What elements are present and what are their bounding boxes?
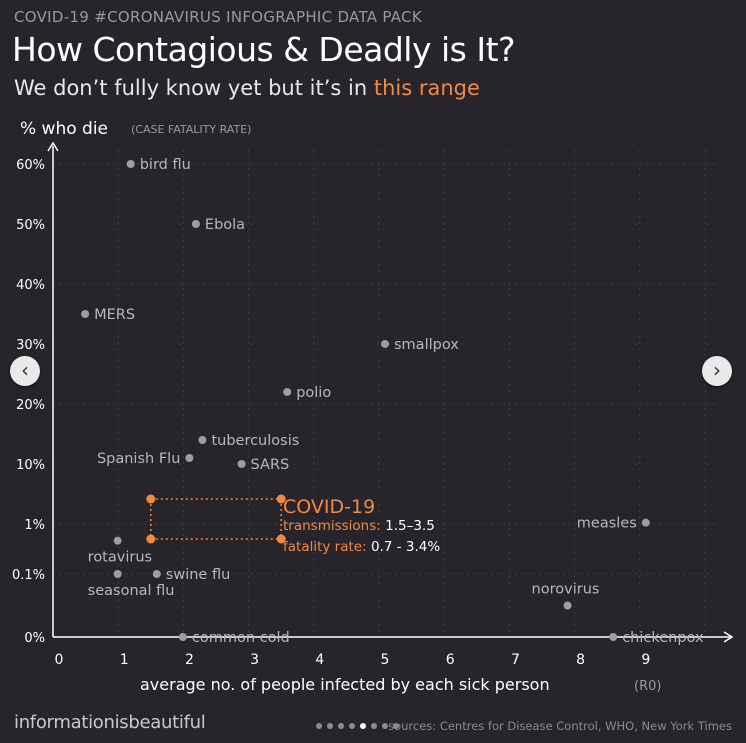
covid-label: COVID-19 <box>283 496 375 518</box>
x-axis-arrow <box>723 631 734 643</box>
data-points: bird flu Ebola MERS smallpox polio tuberculos… <box>81 157 704 646</box>
data-label: chickenpox <box>622 630 704 646</box>
data-point <box>609 633 618 641</box>
page-indicator[interactable] <box>316 723 399 729</box>
data-point <box>198 436 207 444</box>
data-point <box>126 160 135 168</box>
data-point <box>81 310 90 318</box>
page-dot[interactable] <box>393 723 399 729</box>
y-tick-labels: 0% 0.1% 1% 10% 20% 30% 40% 50% 60% <box>12 158 45 646</box>
page-dot[interactable] <box>371 723 377 729</box>
y-tick-label: 1% <box>24 518 45 533</box>
y-tick-label: 10% <box>16 458 45 473</box>
data-label: measles <box>577 516 637 532</box>
data-label: swine flu <box>166 567 231 583</box>
covid-fatality-rate: fatality rate: 0.7 - 3.4% <box>283 539 440 555</box>
y-tick-label: 40% <box>16 278 45 293</box>
data-point <box>185 454 194 462</box>
data-point <box>283 388 292 396</box>
data-point <box>113 536 122 545</box>
data-label: Ebola <box>205 217 245 233</box>
covid-range-corner <box>146 534 156 544</box>
grid <box>53 150 715 637</box>
page-dot[interactable] <box>349 723 355 729</box>
x-tick-labels: 0 1 2 3 4 5 6 7 8 9 <box>55 652 651 668</box>
x-axis-label: average no. of people infected by each s… <box>140 675 550 694</box>
y-tick-label: 20% <box>16 398 45 413</box>
y-tick-label: 30% <box>16 338 45 353</box>
covid-transmissions: transmissions: 1.5–3.5 <box>283 518 435 534</box>
y-axis-label: % who die <box>20 119 108 139</box>
y-tick-label: 50% <box>16 218 45 233</box>
data-label: polio <box>296 385 331 401</box>
covid-range-corner <box>146 494 156 504</box>
data-point <box>178 633 187 641</box>
data-label: Spanish Flu <box>97 451 180 467</box>
x-axis-note: (R0) <box>634 679 661 694</box>
page-dot[interactable] <box>316 723 322 729</box>
y-axis-arrow <box>47 141 59 152</box>
covid-range-corner <box>276 534 286 544</box>
x-tick-label: 4 <box>315 652 324 668</box>
x-tick-label: 9 <box>641 652 650 668</box>
y-axis-note: (CASE FATALITY RATE) <box>131 123 251 136</box>
data-point <box>381 340 389 348</box>
data-label: SARS <box>251 457 290 473</box>
data-point <box>237 460 246 468</box>
data-label: MERS <box>94 307 135 323</box>
x-tick-label: 1 <box>120 652 129 668</box>
brand-logo: informationisbeautiful <box>14 712 206 733</box>
kicker: COVID-19 #CORONAVIRUS INFOGRAPHIC DATA P… <box>14 8 422 26</box>
subtitle-highlight: this range <box>373 76 480 100</box>
x-tick-label: 6 <box>446 652 455 668</box>
y-tick-label: 60% <box>16 158 45 173</box>
data-point <box>563 601 572 610</box>
x-tick-label: 3 <box>250 652 259 668</box>
page-dot[interactable] <box>360 723 366 729</box>
x-tick-label: 7 <box>511 652 520 668</box>
data-label: smallpox <box>394 337 459 353</box>
data-point <box>191 220 200 228</box>
data-label: bird flu <box>140 157 191 173</box>
page-dot[interactable] <box>338 723 344 729</box>
covid-range-corner <box>276 494 286 504</box>
previous-slide-button[interactable]: ‹ <box>10 356 40 386</box>
y-tick-label: 0.1% <box>12 568 45 583</box>
data-point <box>113 570 122 578</box>
data-label: common cold <box>192 630 290 646</box>
page-dot[interactable] <box>382 723 388 729</box>
subtitle-prefix: We don’t fully know yet but it’s in <box>14 76 374 100</box>
sources-note: sources: Centres for Disease Control, WH… <box>388 719 732 733</box>
page-dot[interactable] <box>327 723 333 729</box>
data-label: rotavirus <box>88 550 152 566</box>
y-tick-label: 0% <box>24 631 45 646</box>
next-slide-button[interactable]: › <box>702 356 732 386</box>
data-label: norovirus <box>532 582 600 598</box>
data-label: tuberculosis <box>211 433 299 449</box>
x-tick-label: 8 <box>576 652 585 668</box>
x-tick-label: 2 <box>185 652 194 668</box>
subtitle: We don’t fully know yet but it’s in this… <box>14 76 480 100</box>
x-tick-label: 0 <box>55 652 64 668</box>
x-tick-label: 5 <box>381 652 390 668</box>
data-point <box>152 570 161 578</box>
data-label: seasonal flu <box>88 583 175 599</box>
page-title: How Contagious & Deadly is It? <box>12 30 516 69</box>
data-point <box>641 518 650 527</box>
